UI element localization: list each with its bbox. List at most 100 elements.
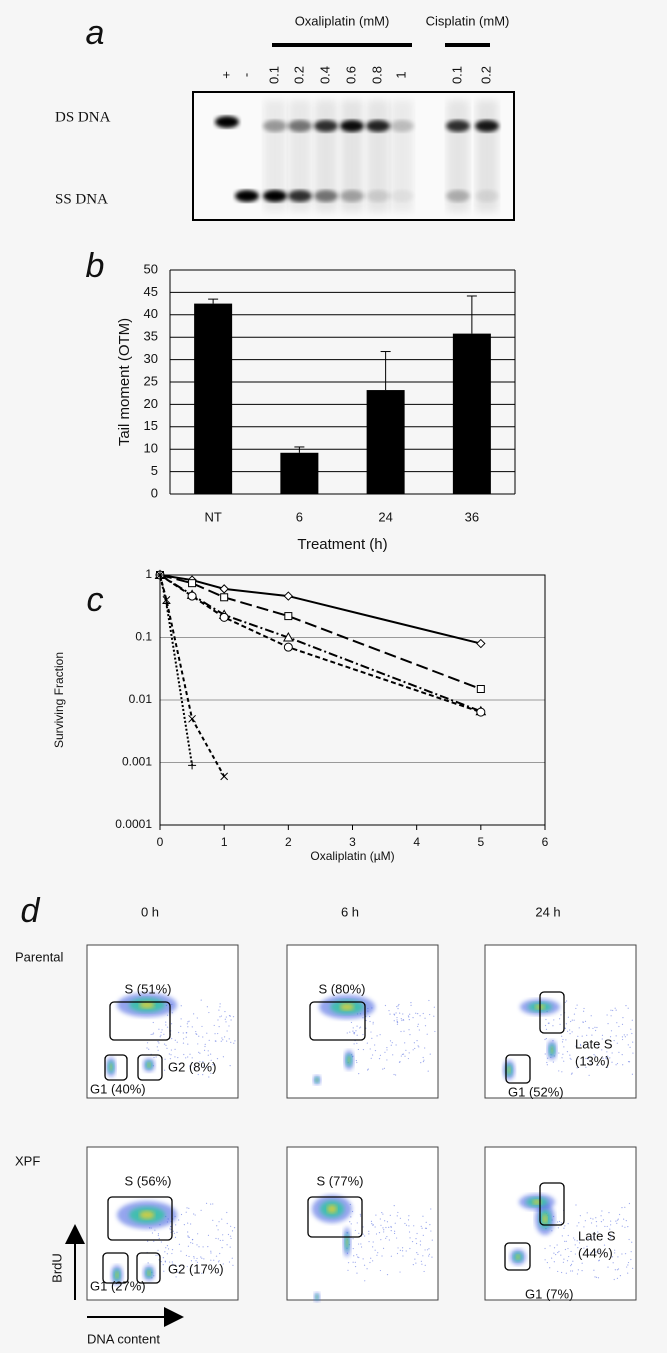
- event-dot: [187, 1231, 189, 1233]
- event-dot: [226, 1222, 228, 1225]
- bar: [452, 333, 491, 494]
- band: [475, 120, 499, 132]
- event-dot: [609, 1036, 612, 1038]
- event-dot: [350, 1223, 352, 1225]
- event-dot: [172, 1230, 174, 1232]
- event-dot: [545, 1037, 547, 1040]
- event-dot: [408, 1231, 411, 1233]
- event-dot: [621, 1225, 623, 1227]
- event-dot: [372, 1260, 374, 1262]
- event-dot: [199, 1061, 201, 1063]
- event-dot: [570, 1265, 572, 1267]
- event-dot: [356, 1034, 358, 1036]
- event-dot: [613, 1278, 615, 1281]
- event-dot: [396, 1023, 399, 1025]
- event-dot: [378, 1232, 381, 1234]
- event-dot: [352, 1261, 354, 1263]
- event-dot: [570, 1073, 573, 1075]
- event-dot: [174, 1056, 176, 1058]
- event-dot: [380, 1224, 382, 1226]
- y-tick-label: 0.1: [135, 630, 152, 644]
- event-dot: [416, 1252, 418, 1254]
- y-tick-label: 45: [144, 284, 158, 299]
- event-dot: [218, 1009, 220, 1011]
- event-dot: [153, 1240, 155, 1242]
- event-dot: [629, 1046, 631, 1048]
- event-dot: [547, 1022, 549, 1024]
- event-dot: [388, 1010, 390, 1012]
- event-dot: [356, 1272, 358, 1274]
- event-dot: [593, 1232, 595, 1234]
- y-tick-label: 50: [144, 261, 158, 276]
- event-dot: [148, 1048, 150, 1050]
- event-dot: [558, 1250, 560, 1253]
- event-dot: [193, 1066, 195, 1068]
- event-dot: [566, 1260, 569, 1262]
- event-dot: [378, 1058, 381, 1060]
- event-dot: [415, 1238, 417, 1240]
- event-dot: [591, 1034, 593, 1036]
- event-dot: [600, 1221, 603, 1223]
- event-dot: [571, 1072, 573, 1074]
- event-dot: [546, 1261, 548, 1264]
- event-dot: [429, 1053, 431, 1055]
- event-dot: [573, 1013, 576, 1015]
- event-dot: [221, 1218, 223, 1220]
- event-dot: [162, 1264, 164, 1266]
- event-dot: [404, 1042, 406, 1044]
- event-dot: [427, 1070, 429, 1072]
- panel-label: c: [87, 581, 104, 619]
- event-dot: [158, 1042, 160, 1044]
- band: [366, 120, 390, 132]
- event-dot: [376, 1254, 378, 1256]
- event-dot: [604, 1225, 606, 1228]
- event-dot: [217, 1238, 219, 1240]
- event-dot: [201, 1272, 203, 1274]
- y-tick-label: 30: [144, 351, 158, 366]
- event-dot: [402, 1013, 404, 1015]
- marker: [188, 714, 196, 723]
- event-dot: [401, 1250, 404, 1252]
- panel-label: a: [86, 14, 105, 52]
- event-dot: [160, 1261, 162, 1263]
- event-dot: [596, 1251, 598, 1253]
- x-tick-label: 2: [285, 835, 292, 849]
- event-dot: [217, 1019, 219, 1021]
- event-dot: [202, 1246, 204, 1248]
- y-tick-label: 10: [144, 441, 158, 456]
- event-dot: [208, 1011, 210, 1014]
- event-dot: [351, 1210, 354, 1213]
- band: [366, 190, 390, 202]
- band: [288, 120, 312, 132]
- event-dot: [570, 1270, 572, 1272]
- event-dot: [163, 1043, 166, 1045]
- event-dot: [358, 1256, 360, 1259]
- event-dot: [574, 1253, 576, 1255]
- event-dot: [616, 1042, 618, 1044]
- event-dot: [226, 1040, 228, 1042]
- y-tick-label: 0.0001: [115, 817, 152, 831]
- event-dot: [407, 1219, 410, 1221]
- gate-label: Late S: [578, 1228, 616, 1243]
- bar: [194, 303, 233, 494]
- event-dot: [218, 1026, 220, 1028]
- event-dot: [425, 1221, 427, 1224]
- event-dot: [224, 1018, 226, 1020]
- event-dot: [228, 1261, 231, 1263]
- event-dot: [221, 1247, 223, 1249]
- event-dot: [379, 1034, 381, 1036]
- event-dot: [590, 1063, 592, 1065]
- event-dot: [430, 1208, 432, 1210]
- marker: [476, 707, 486, 717]
- event-dot: [616, 1222, 618, 1224]
- event-dot: [555, 1253, 557, 1256]
- event-dot: [409, 1247, 411, 1250]
- event-dot: [612, 1009, 614, 1012]
- event-dot: [157, 1249, 159, 1251]
- marker: [283, 642, 293, 652]
- event-dot: [576, 1273, 579, 1275]
- event-dot: [180, 1213, 183, 1216]
- event-dot: [355, 1030, 357, 1032]
- event-dot: [392, 1054, 394, 1056]
- density: [532, 1199, 542, 1205]
